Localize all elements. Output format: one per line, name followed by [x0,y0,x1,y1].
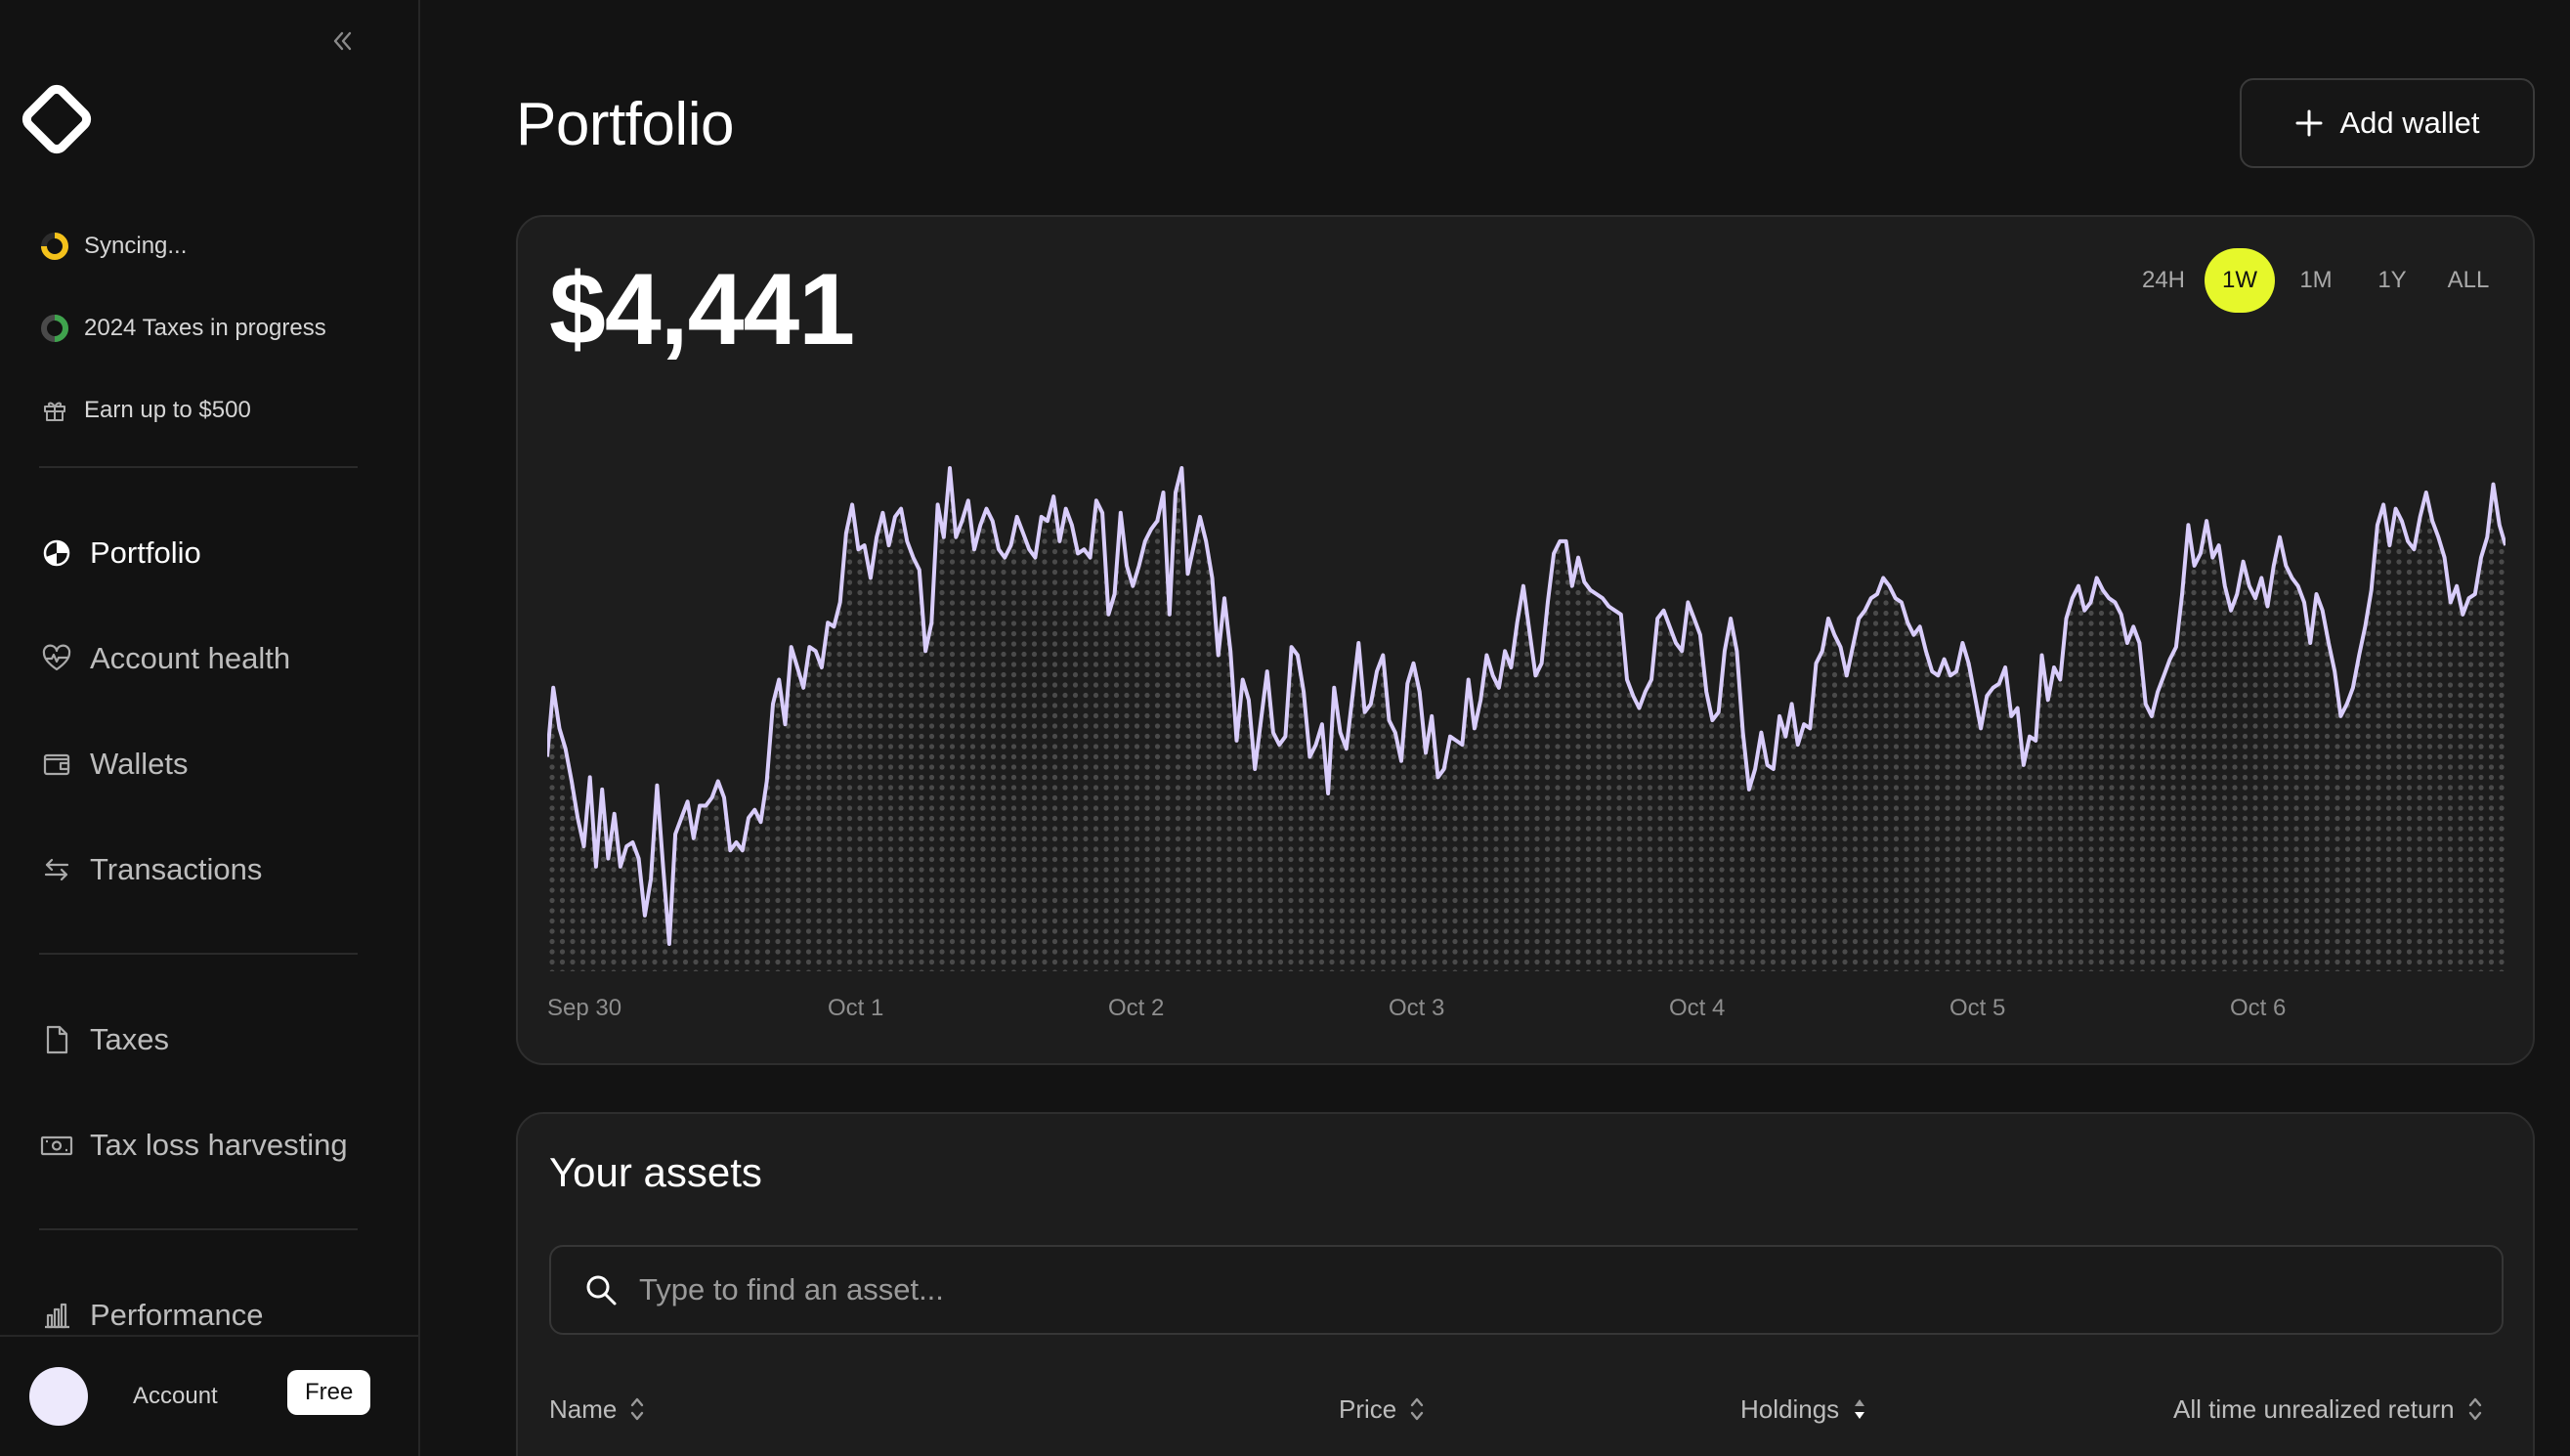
search-input[interactable] [639,1272,2398,1307]
page-title: Portfolio [516,91,734,158]
range-tab-1y[interactable]: 1Y [2377,267,2407,293]
sidebar-item-wallets[interactable]: Wallets [39,741,188,788]
wallet-icon [39,747,74,782]
sidebar-item-performance[interactable]: Performance [39,1292,263,1339]
sidebar-item-label: Transactions [90,852,263,886]
sidebar-item-transactions[interactable]: Transactions [39,846,262,893]
range-tab-1w[interactable]: 1W [2205,248,2275,313]
column-header-name[interactable]: Name [549,1390,646,1429]
x-tick-label: Oct 2 [1108,995,1164,1021]
bar-chart-icon [39,1298,74,1333]
x-tick-label: Oct 6 [2230,995,2286,1021]
heart-pulse-icon [39,641,74,676]
column-header-holdings[interactable]: Holdings [1740,1390,1868,1429]
account-bar[interactable]: Account Free [0,1335,418,1456]
account-label: Account [133,1383,218,1409]
sidebar-item-account-health[interactable]: Account health [39,635,290,682]
assets-title: Your assets [549,1149,762,1195]
sort-icon [1408,1393,1426,1425]
earn-referral-link[interactable]: Earn up to $500 [39,393,251,428]
range-tab-all[interactable]: ALL [2447,267,2490,293]
x-tick-label: Oct 4 [1669,995,1725,1021]
asset-search[interactable] [549,1245,2504,1335]
sidebar-item-label: Taxes [90,1022,169,1056]
portfolio-total-value: $4,441 [549,253,855,366]
syncing-label: Syncing... [84,233,188,259]
chart-x-axis: Sep 30 Oct 1 Oct 2 Oct 3 Oct 4 Oct 5 Oct 6 [547,995,2286,1021]
x-tick-label: Oct 1 [828,995,883,1021]
taxes-progress-label: 2024 Taxes in progress [84,315,326,341]
plan-badge[interactable]: Free [287,1370,371,1415]
collapse-sidebar-button[interactable] [322,21,362,61]
progress-ring-icon [39,313,70,344]
range-tab-24h[interactable]: 24H [2141,267,2186,293]
double-chevron-left-icon [333,31,352,51]
chart-area-fill [547,468,2506,971]
add-wallet-button[interactable]: Add wallet [2240,78,2535,168]
banknote-icon [39,1128,74,1163]
document-icon [39,1022,74,1057]
column-header-label: Holdings [1740,1393,1840,1424]
syncing-status[interactable]: Syncing... [39,229,187,264]
pie-chart-icon [39,535,74,571]
column-header-price[interactable]: Price [1339,1390,1426,1429]
time-range-tabs: 24H 1W 1M 1Y ALL [2128,248,2504,313]
search-icon [586,1275,617,1306]
arrows-exchange-icon [39,852,74,887]
sidebar-item-tax-loss-harvesting[interactable]: Tax loss harvesting [39,1122,348,1169]
column-header-unrealized-return[interactable]: All time unrealized return [2173,1390,2484,1429]
sort-desc-icon [1851,1393,1868,1425]
x-tick-label: Oct 5 [1949,995,2005,1021]
earn-referral-label: Earn up to $500 [84,397,251,423]
column-header-label: Price [1339,1393,1397,1424]
sidebar-item-label: Wallets [90,747,189,781]
avatar[interactable] [29,1367,88,1426]
syncing-ring-icon [39,231,70,262]
plus-icon [2294,108,2324,138]
sidebar-item-taxes[interactable]: Taxes [39,1016,169,1063]
x-tick-label: Sep 30 [547,995,621,1021]
app-logo[interactable] [21,84,92,154]
sidebar-divider [39,953,358,955]
sidebar: Syncing... 2024 Taxes in progress Earn u… [0,0,420,1456]
sidebar-item-label: Performance [90,1298,264,1332]
x-tick-label: Oct 3 [1389,995,1444,1021]
sidebar-item-label: Portfolio [90,535,201,570]
column-header-label: Name [549,1393,618,1424]
range-tab-1m[interactable]: 1M [2299,267,2333,293]
sidebar-item-portfolio[interactable]: Portfolio [39,530,201,577]
portfolio-line-chart[interactable]: Sep 30 Oct 1 Oct 2 Oct 3 Oct 4 Oct 5 Oct 6 [547,393,2506,1028]
portfolio-chart-card: $4,441 24H 1W 1M 1Y ALL Sep 30 Oct 1 Oct 2… [516,215,2535,1065]
sort-icon [628,1393,646,1425]
logo-icon [21,84,92,154]
sort-icon [2466,1393,2484,1425]
sidebar-divider [39,1228,358,1230]
add-wallet-label: Add wallet [2339,106,2480,140]
gift-icon [39,395,70,426]
chart-series-line [547,466,2506,946]
taxes-progress-status[interactable]: 2024 Taxes in progress [39,311,326,346]
sidebar-divider [39,466,358,468]
assets-card: Your assets Name Price Holdings [516,1112,2535,1456]
sidebar-item-label: Account health [90,641,291,675]
column-header-label: All time unrealized return [2173,1393,2455,1424]
sidebar-item-label: Tax loss harvesting [90,1128,348,1162]
